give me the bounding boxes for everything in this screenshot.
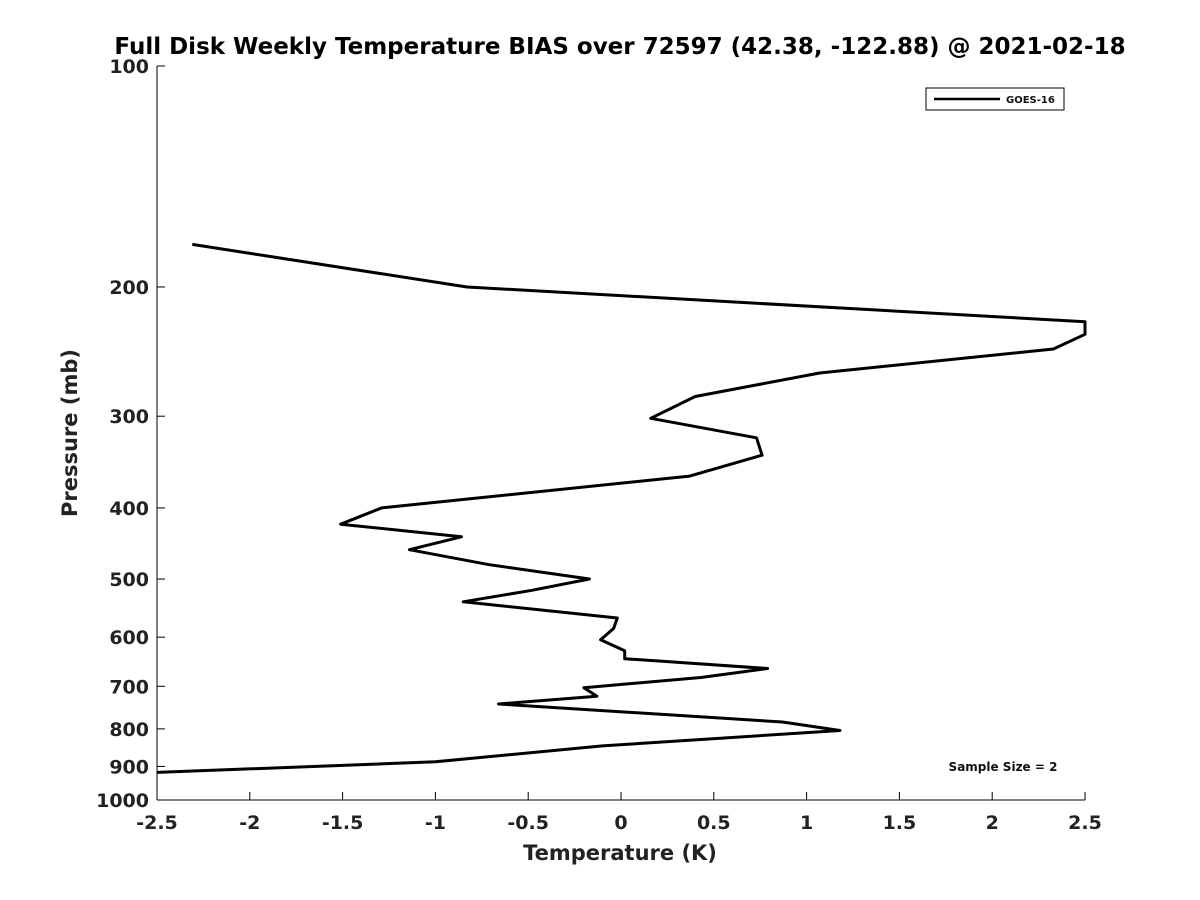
x-tick-label: -1.5	[322, 812, 364, 834]
sample-size-annotation: Sample Size = 2	[949, 760, 1058, 774]
x-tick-label: 0.5	[697, 812, 731, 834]
y-tick-label: 800	[109, 719, 149, 741]
y-axis-ticks: 100 200 300 400 500 600 700 800 900 1000	[96, 56, 165, 812]
x-axis-ticks: -2.5 -2 -1.5 -1 -0.5 0 0.5 1 1.5 2 2.5	[136, 792, 1102, 834]
y-tick-label: 900	[109, 756, 149, 778]
x-tick-label: 2.5	[1068, 812, 1102, 834]
y-tick-label: 300	[109, 406, 149, 428]
x-tick-label: -2.5	[136, 812, 178, 834]
x-tick-label: 2	[986, 812, 999, 834]
x-tick-label: 1	[800, 812, 813, 834]
x-axis-label: Temperature (K)	[523, 841, 717, 865]
y-tick-label: 1000	[96, 790, 149, 812]
chart-title: Full Disk Weekly Temperature BIAS over 7…	[114, 34, 1125, 60]
y-tick-label: 400	[109, 498, 149, 520]
y-tick-label: 600	[109, 627, 149, 649]
x-tick-label: 1.5	[883, 812, 917, 834]
x-tick-label: -2	[239, 812, 260, 834]
y-axis-label: Pressure (mb)	[58, 349, 82, 517]
x-tick-label: -0.5	[507, 812, 549, 834]
plot-area	[156, 242, 1087, 774]
x-tick-label: -1	[425, 812, 446, 834]
y-tick-label: 700	[109, 676, 149, 698]
legend-entry-goes-16: GOES-16	[1006, 95, 1055, 106]
series-line-goes-16	[156, 242, 1087, 774]
y-tick-label: 100	[109, 56, 149, 78]
y-tick-label: 200	[109, 277, 149, 299]
legend: GOES-16	[925, 87, 1065, 111]
y-tick-label: 500	[109, 569, 149, 591]
x-tick-label: 0	[614, 812, 627, 834]
